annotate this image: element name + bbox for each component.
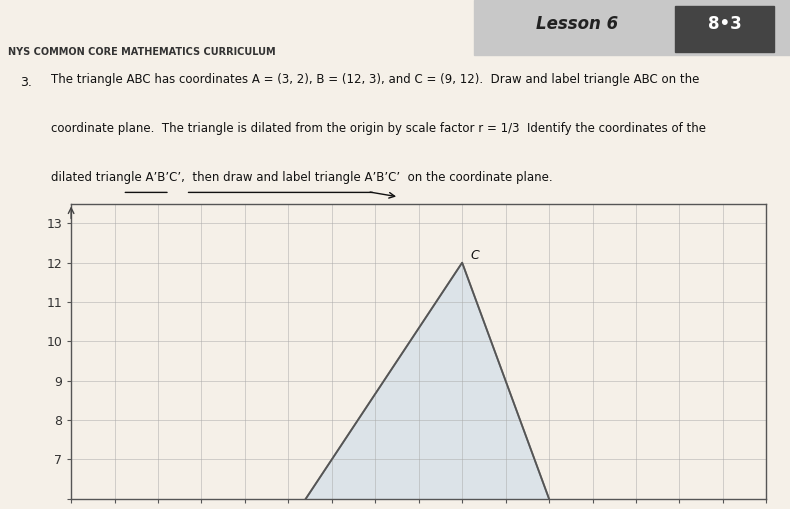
Text: The triangle ABC has coordinates A = (3, 2), B = (12, 3), and C = (9, 12).  Draw: The triangle ABC has coordinates A = (3,… xyxy=(51,73,700,87)
Text: Lesson 6: Lesson 6 xyxy=(536,15,618,34)
Text: 8•3: 8•3 xyxy=(708,15,741,34)
Polygon shape xyxy=(201,263,592,509)
Text: NYS COMMON CORE MATHEMATICS CURRICULUM: NYS COMMON CORE MATHEMATICS CURRICULUM xyxy=(8,47,276,57)
Text: C: C xyxy=(471,249,480,262)
Bar xyxy=(474,0,790,55)
Text: dilated triangle A’B’C’,  then draw and label triangle A’B’C’  on the coordinate: dilated triangle A’B’C’, then draw and l… xyxy=(51,171,553,184)
Text: 3.: 3. xyxy=(20,76,32,90)
Bar xyxy=(675,6,774,52)
Text: coordinate plane.  The triangle is dilated from the origin by scale factor r = 1: coordinate plane. The triangle is dilate… xyxy=(51,122,706,135)
